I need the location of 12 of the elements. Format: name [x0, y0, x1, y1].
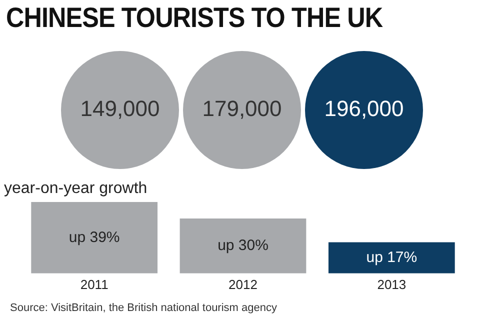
data-label: up 30%: [218, 237, 268, 254]
data-label: 196,000: [324, 96, 404, 122]
x-tick-label: 2012: [228, 276, 258, 292]
data-label: 149,000: [80, 96, 160, 122]
text: CHINESE TOURISTS TO THE UK: [6, 2, 383, 34]
chart-title: year-on-year growth: [4, 180, 148, 198]
data-label: up 17%: [366, 248, 418, 266]
x-tick-label: 2011: [80, 276, 108, 292]
data-label: up 39%: [68, 228, 120, 246]
source-note: Source: VisitBritain, the British national tourism agency: [10, 302, 277, 314]
data-label: 179,000: [202, 96, 282, 122]
x-tick-label: 2013: [377, 276, 406, 292]
